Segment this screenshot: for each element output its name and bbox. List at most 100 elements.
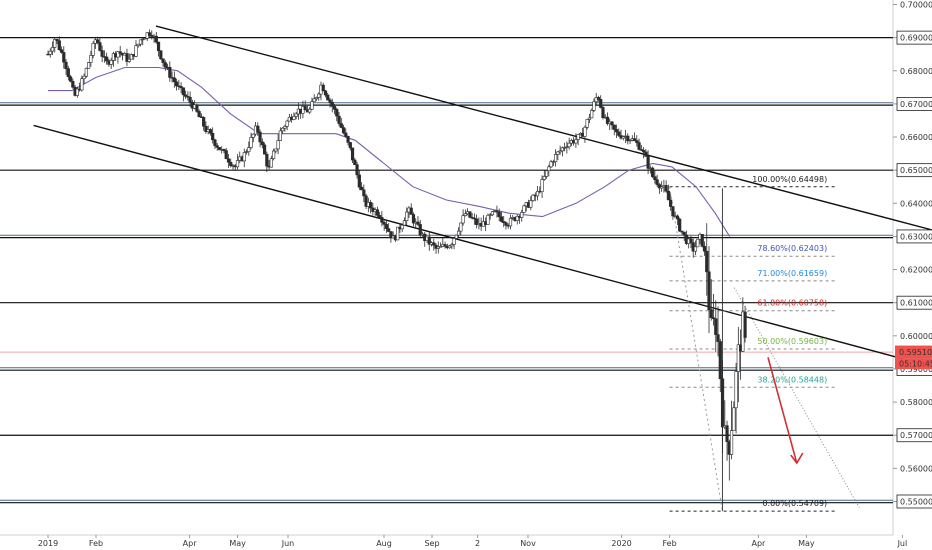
candle-body xyxy=(497,211,501,218)
candle-body xyxy=(197,111,201,118)
candle-body xyxy=(156,41,161,52)
candle-body xyxy=(350,147,355,161)
candle-body xyxy=(666,190,670,201)
candle-body xyxy=(556,151,560,155)
candle-body xyxy=(669,199,673,207)
candle-body xyxy=(472,217,476,220)
candle-body xyxy=(610,121,614,126)
countdown-badge xyxy=(895,358,932,370)
y-tick-label: 0.55000 xyxy=(900,498,932,507)
red-down-arrow xyxy=(767,357,798,464)
candle-body xyxy=(438,246,443,248)
candle-body xyxy=(592,101,596,111)
candle-body xyxy=(463,213,467,216)
fib-label: 71.00%(0.61659) xyxy=(757,269,827,278)
candle-body xyxy=(718,341,722,380)
candle-body xyxy=(235,160,240,168)
moving-average-line xyxy=(48,66,731,237)
candle-body xyxy=(380,217,384,223)
candle-body xyxy=(369,202,373,209)
candle-body xyxy=(244,151,249,153)
candle-body xyxy=(62,52,66,63)
candle-body xyxy=(644,151,648,157)
x-tick-label: Jul xyxy=(897,539,908,548)
candle-body xyxy=(576,134,580,140)
candle-body xyxy=(637,142,641,150)
candle-body xyxy=(542,176,546,180)
candle-body xyxy=(707,271,711,310)
candle-body xyxy=(502,221,506,224)
candle-body xyxy=(605,116,610,124)
y-tick-label: 0.65000 xyxy=(900,166,932,175)
y-tick-label: 0.58000 xyxy=(900,398,932,407)
candle-body xyxy=(276,140,280,150)
candle-body xyxy=(522,205,526,213)
candle-body xyxy=(553,154,558,162)
countdown-label: 05:10:45 xyxy=(899,360,932,369)
candle-body xyxy=(335,109,339,117)
candle-body xyxy=(680,230,684,233)
candle-body xyxy=(725,425,729,442)
candle-body xyxy=(362,189,366,197)
candle-body xyxy=(646,156,650,169)
candle-body xyxy=(208,129,213,134)
candle-body xyxy=(601,107,605,118)
candle-body xyxy=(540,179,544,192)
level-price-box xyxy=(896,97,932,111)
candle-body xyxy=(258,131,262,143)
candle-body xyxy=(729,430,734,455)
x-tick-label: Feb xyxy=(89,539,103,548)
candle-body xyxy=(567,142,571,148)
candle-body xyxy=(346,136,350,143)
candle-body xyxy=(341,127,346,134)
candle-body xyxy=(271,150,276,160)
candle-body xyxy=(468,211,472,218)
candle-body xyxy=(89,55,93,63)
candle-body xyxy=(303,106,307,111)
y-tick-label: 0.67000 xyxy=(900,100,932,109)
candle-body xyxy=(147,32,152,36)
candle-body xyxy=(55,39,59,42)
candle-body xyxy=(709,309,713,318)
candle-body xyxy=(443,244,447,247)
candle-body xyxy=(696,238,700,248)
candle-body xyxy=(213,139,217,146)
candle-body xyxy=(689,238,693,243)
candle-body xyxy=(260,141,264,146)
red-arrow-head xyxy=(790,452,804,465)
candle-body xyxy=(587,117,592,120)
candle-body xyxy=(75,88,79,96)
candle-body xyxy=(504,222,508,226)
candle-body xyxy=(660,186,664,189)
candle-body xyxy=(229,161,233,166)
candle-body xyxy=(475,218,479,225)
candle-body xyxy=(80,78,84,91)
y-tick-label: 0.62000 xyxy=(900,266,932,275)
candle-body xyxy=(64,61,68,70)
candle-body xyxy=(321,84,325,92)
candle-body xyxy=(134,45,138,57)
candle-body xyxy=(693,246,698,252)
candle-body xyxy=(242,152,246,162)
x-tick-label: 2019 xyxy=(38,539,58,548)
candle-body xyxy=(98,42,102,51)
candle-body xyxy=(195,104,199,112)
candle-body xyxy=(359,186,364,191)
candle-body xyxy=(154,35,158,43)
x-tick-label: Apr xyxy=(751,539,766,548)
candle-body xyxy=(558,150,562,153)
candle-body xyxy=(100,50,104,57)
candle-body xyxy=(461,215,465,224)
candle-body xyxy=(641,149,646,153)
candle-body xyxy=(653,176,657,180)
candle-body xyxy=(127,58,131,62)
candle-body xyxy=(678,218,682,232)
level-price-box xyxy=(896,494,932,509)
candle-body xyxy=(635,140,639,143)
candle-body xyxy=(400,224,404,230)
candle-body xyxy=(265,153,269,167)
candle-body xyxy=(714,318,718,335)
candle-body xyxy=(202,117,206,127)
